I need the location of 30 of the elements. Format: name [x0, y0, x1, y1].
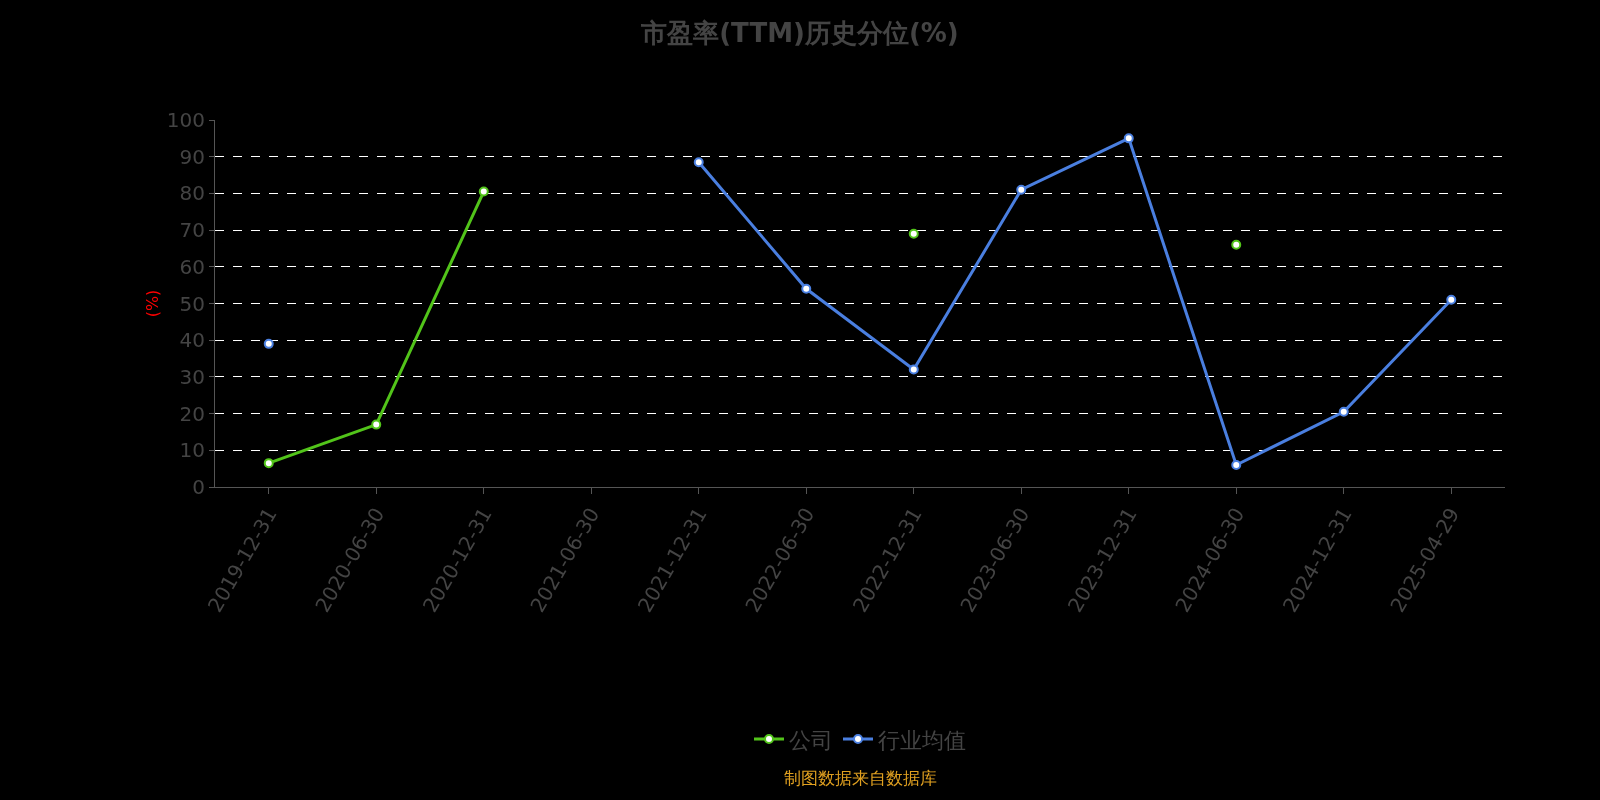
point [908, 364, 919, 375]
point [1231, 459, 1242, 470]
point [478, 186, 489, 197]
point [693, 157, 704, 168]
y-tick-label: 20 [179, 401, 205, 426]
y-tick-label: 60 [179, 254, 205, 279]
point [263, 458, 274, 469]
point [1016, 184, 1027, 195]
text: 制图数据来自数据库 [784, 768, 937, 788]
y-tick-label: 90 [179, 144, 205, 169]
point [908, 228, 919, 239]
y-axis-title: (%) [142, 289, 162, 318]
point [1338, 406, 1349, 417]
chart-title: 市盈率(TTM)历史分位(%) [640, 18, 959, 49]
y-tick-label: 50 [179, 291, 205, 316]
y-tick-label: 30 [179, 364, 205, 389]
point [1446, 294, 1457, 305]
y-tick-label: 0 [192, 475, 205, 499]
y-tick-label: 10 [179, 438, 205, 463]
point [1123, 133, 1134, 144]
point [371, 419, 382, 430]
y-tick-label: 80 [179, 181, 205, 206]
y-tick-label: 40 [179, 328, 205, 353]
y-tick-label: 100 [166, 108, 205, 132]
legend-label: 公司 [789, 727, 833, 753]
point [801, 283, 812, 294]
point [263, 338, 274, 349]
legend-label: 行业均值 [878, 727, 966, 753]
y-tick-label: 70 [179, 218, 205, 243]
point [1231, 239, 1242, 250]
